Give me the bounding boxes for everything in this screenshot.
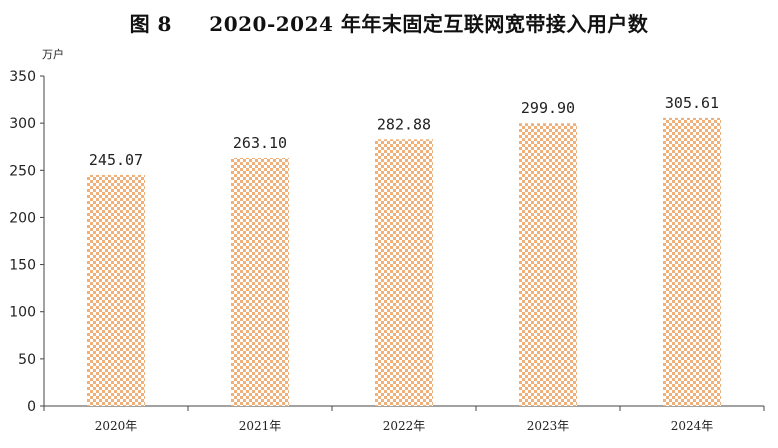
y-tick-label: 150 <box>9 258 36 274</box>
y-tick-label: 50 <box>18 352 36 368</box>
bar-value-label: 263.10 <box>233 134 287 152</box>
chart-title: 图 8 2020-2024 年年末固定互联网宽带接入用户数 <box>129 12 649 36</box>
y-tick-label: 100 <box>9 305 36 321</box>
bar <box>519 123 577 406</box>
y-tick-label: 0 <box>27 399 36 415</box>
y-tick-label: 300 <box>9 116 36 132</box>
y-axis-unit-label: 万户 <box>42 47 64 61</box>
y-tick-label: 250 <box>9 163 36 179</box>
bar <box>87 174 145 406</box>
bar <box>663 117 721 407</box>
bar-value-label: 245.07 <box>89 151 143 169</box>
bar-value-label: 282.88 <box>377 115 431 133</box>
bar <box>375 139 433 406</box>
x-tick-label: 2021年 <box>239 419 282 433</box>
bar-value-label: 299.90 <box>521 99 575 117</box>
x-tick-label: 2024年 <box>671 419 714 433</box>
y-tick-label: 350 <box>9 69 36 85</box>
bar-value-label: 305.61 <box>665 94 719 112</box>
y-tick-label: 200 <box>9 210 36 226</box>
x-tick-label: 2023年 <box>527 419 570 433</box>
bar <box>231 157 289 406</box>
x-tick-label: 2022年 <box>383 419 426 433</box>
x-tick-label: 2020年 <box>95 419 138 433</box>
